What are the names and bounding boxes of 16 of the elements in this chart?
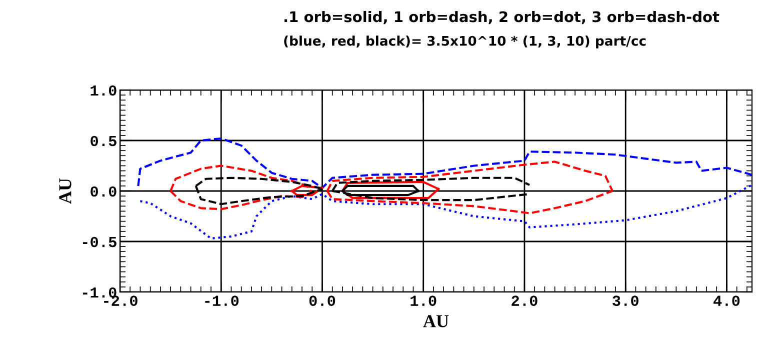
x-tick-label: 1.0 [410,296,436,306]
y-tick-label: -0.5 [82,236,116,248]
x-tick-label: 2.0 [512,296,538,306]
x-tick-label: 3.0 [612,296,638,306]
x-tick-label: -2.0 [104,296,138,306]
x-tick-label: 4.0 [713,296,740,306]
y-tick-label: 1.0 [90,85,116,96]
x-tick-label: -1.0 [205,296,239,306]
x-axis-title: AU [423,315,449,328]
y-tick-label: 0.5 [90,136,116,146]
x-tick-label: 0.0 [309,296,336,306]
y-axis-title: AU [59,178,72,204]
chart-subtitle: (blue, red, black)= 3.5x10^10 * (1, 3, 10) part/cc [284,36,646,48]
y-tick-label: -1.0 [82,287,116,298]
chart-title: .1 orb=solid, 1 orb=dash, 2 orb=dot, 3 orb=dash-dot [284,10,720,24]
y-tick-label: 0.0 [90,186,116,197]
